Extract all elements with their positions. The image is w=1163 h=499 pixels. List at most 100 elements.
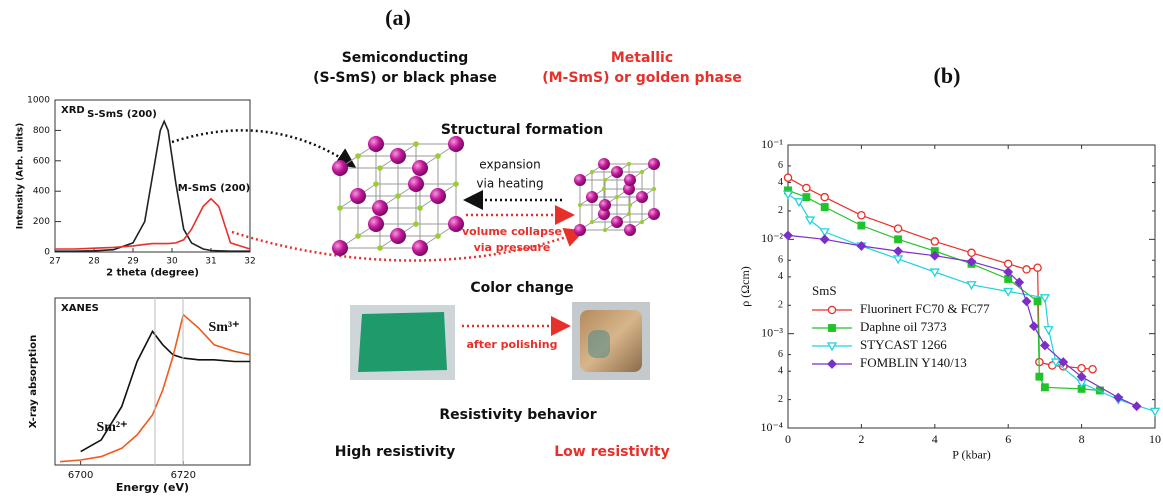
sm-atom bbox=[624, 174, 636, 186]
sm-atom bbox=[611, 166, 623, 178]
marker bbox=[1088, 364, 1097, 374]
marker bbox=[1040, 383, 1049, 392]
legend-label: STYCAST 1266 bbox=[860, 337, 947, 352]
marker bbox=[819, 228, 830, 238]
legend-label: Fluorinert FC70 & FC77 bbox=[860, 301, 990, 316]
chart-title: (b) bbox=[934, 63, 961, 88]
s-atom bbox=[602, 177, 608, 183]
y-tick-label: 1000 bbox=[27, 96, 50, 106]
y-tick-label: 200 bbox=[33, 217, 50, 227]
sm-atom bbox=[372, 200, 388, 216]
arrow-label: expansion bbox=[479, 158, 540, 172]
sm-atom bbox=[586, 191, 598, 203]
legend-label: FOMBLIN Y140/13 bbox=[860, 355, 967, 370]
phase-title: Metallic bbox=[611, 50, 673, 66]
legend-marker bbox=[826, 342, 838, 352]
sm-atom bbox=[408, 176, 424, 192]
marker bbox=[1131, 401, 1142, 412]
marker bbox=[783, 230, 793, 241]
arrow bbox=[171, 129, 357, 168]
y-tick-label: 6 bbox=[778, 255, 783, 266]
marker bbox=[893, 224, 903, 233]
series-label: S-SmS (200) bbox=[87, 109, 157, 120]
marker bbox=[1058, 357, 1069, 367]
s-atom bbox=[627, 202, 633, 208]
marker bbox=[1076, 371, 1087, 382]
y-axis-label: X-ray absorption bbox=[28, 335, 39, 428]
s-atom bbox=[435, 233, 441, 239]
arrow-label: via heating bbox=[476, 177, 543, 191]
s-atom bbox=[413, 141, 419, 147]
sm-atom bbox=[332, 240, 348, 256]
plot-frame bbox=[787, 144, 1156, 429]
sm-atom bbox=[390, 228, 406, 244]
marker bbox=[1003, 267, 1014, 277]
sm-atom bbox=[350, 188, 366, 204]
sm-atom bbox=[332, 160, 348, 176]
s-atom bbox=[639, 169, 645, 175]
x-tick-label: 32 bbox=[244, 257, 255, 267]
y-tick-label: 6 bbox=[778, 160, 783, 171]
y-tick-label: 10⁻² bbox=[761, 231, 783, 245]
x-tick-label: 2 bbox=[858, 432, 864, 446]
x-axis-label: 2 theta (degree) bbox=[106, 268, 199, 279]
y-tick-label: 10⁻¹ bbox=[761, 137, 783, 151]
y-tick-label: 400 bbox=[33, 187, 50, 197]
section-title: Structural formation bbox=[441, 122, 603, 138]
marker bbox=[894, 235, 903, 244]
section-title: Color change bbox=[470, 280, 573, 296]
marker bbox=[1003, 287, 1014, 297]
s-atom bbox=[373, 181, 379, 187]
y-tick-label: 2 bbox=[778, 300, 783, 311]
y-tick-label: 600 bbox=[33, 156, 50, 166]
plot-frame bbox=[54, 297, 251, 466]
marker bbox=[1021, 296, 1032, 307]
y-tick-label: 6 bbox=[778, 349, 783, 360]
marker bbox=[1035, 372, 1044, 381]
marker bbox=[1028, 321, 1039, 332]
sm-atom bbox=[412, 160, 428, 176]
marker bbox=[820, 203, 829, 211]
series-label: Sm³⁺ bbox=[208, 320, 239, 335]
series-line bbox=[55, 197, 251, 250]
marker bbox=[802, 193, 811, 202]
y-tick-label: 10⁻³ bbox=[761, 325, 783, 339]
x-tick-label: 27 bbox=[49, 257, 60, 267]
marker bbox=[1050, 358, 1062, 368]
sm-atom bbox=[412, 240, 428, 256]
marker bbox=[783, 173, 793, 182]
s-atom bbox=[651, 186, 657, 192]
marker bbox=[1039, 340, 1050, 351]
y-tick-label: 2 bbox=[778, 394, 783, 405]
marker bbox=[1113, 392, 1124, 403]
marker bbox=[820, 192, 829, 202]
x-tick-label: 6720 bbox=[171, 470, 196, 481]
s-atom bbox=[377, 245, 383, 251]
sm-atom bbox=[623, 183, 635, 195]
sm-atom bbox=[611, 216, 623, 228]
marker bbox=[929, 250, 940, 261]
x-tick-label: 6 bbox=[1005, 432, 1011, 446]
series-line bbox=[55, 119, 250, 252]
s-atom bbox=[417, 205, 423, 211]
s-atom bbox=[453, 181, 459, 187]
marker bbox=[1003, 259, 1013, 269]
x-tick-label: 4 bbox=[932, 432, 938, 446]
sm-atom bbox=[430, 188, 446, 204]
sm-atom bbox=[448, 216, 464, 232]
x-tick-label: 29 bbox=[127, 257, 139, 267]
x-tick-label: 10 bbox=[1149, 432, 1161, 446]
sm-atom bbox=[390, 148, 406, 164]
sm-atom bbox=[624, 224, 636, 236]
x-axis-label: P (kbar) bbox=[952, 447, 991, 461]
s-atom bbox=[337, 205, 343, 211]
y-axis-label: Intensity (Arb. units) bbox=[16, 123, 26, 230]
s-atom bbox=[435, 153, 441, 159]
sm-atom bbox=[598, 158, 610, 170]
marker bbox=[930, 237, 940, 246]
sample-black-phase bbox=[358, 312, 447, 372]
legend-title: SmS bbox=[812, 283, 837, 298]
y-axis-label: ρ (Ωcm) bbox=[738, 266, 752, 307]
y-tick-label: 10⁻⁴ bbox=[760, 420, 783, 434]
